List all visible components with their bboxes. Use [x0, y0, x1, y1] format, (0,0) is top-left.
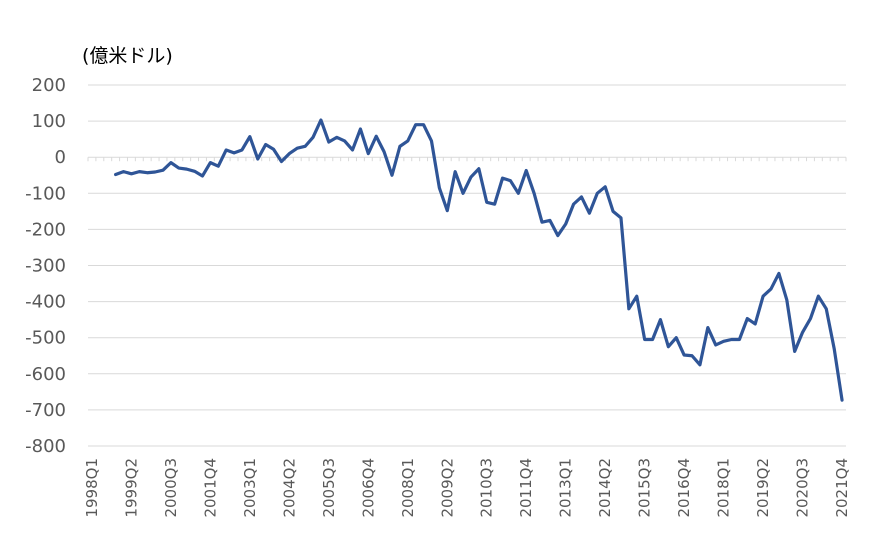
- y-tick-label: -600: [25, 364, 66, 385]
- x-tick-label: 2018Q1: [715, 458, 733, 518]
- x-tick-label: 2000Q3: [162, 458, 180, 518]
- y-tick-label: 0: [55, 147, 66, 168]
- x-tick-label: 2005Q3: [320, 458, 338, 518]
- y-tick-label: 200: [32, 75, 66, 96]
- y-tick-label: -200: [25, 219, 66, 240]
- y-tick-label: -500: [25, 328, 66, 349]
- x-tick-label: 2003Q1: [241, 458, 259, 518]
- y-axis-tick-labels: 200 100 0 -100 -200 -300 -400 -500 -600 -700 -800: [25, 75, 66, 457]
- y-axis-unit-label: (億米ドル): [82, 45, 173, 67]
- x-tick-label: 2001Q4: [201, 458, 219, 518]
- y-tick-label: -300: [25, 256, 66, 277]
- x-tick-label: 2020Q3: [794, 458, 812, 518]
- y-tick-label: -100: [25, 183, 66, 204]
- x-tick-label: 1999Q2: [122, 458, 140, 518]
- x-tick-label: 2019Q2: [754, 458, 772, 518]
- x-tick-label: 1998Q1: [83, 458, 101, 518]
- x-tick-label: 2009Q2: [438, 458, 456, 518]
- series-layer: [114, 118, 844, 402]
- x-tick-label: 2013Q1: [557, 458, 575, 518]
- x-tick-label: 2006Q4: [359, 458, 377, 518]
- x-tick-label: 2011Q4: [517, 458, 535, 518]
- x-tick-label: 2021Q4: [833, 458, 851, 518]
- x-tick-label: 2010Q3: [478, 458, 496, 518]
- y-tick-label: -800: [25, 436, 66, 457]
- x-tick-label: 2014Q2: [596, 458, 614, 518]
- series-line: [114, 118, 844, 402]
- gridlines: [87, 84, 847, 447]
- x-tick-label: 2004Q2: [280, 458, 298, 518]
- x-tick-label: 2008Q1: [399, 458, 417, 518]
- x-axis-tick-labels: 1998Q1 1999Q2 2000Q3 2001Q4 2003Q1 2004Q2 2005…: [83, 458, 851, 518]
- x-tick-label: 2015Q3: [636, 458, 654, 518]
- y-tick-label: -700: [25, 400, 66, 421]
- y-tick-label: 100: [32, 111, 66, 132]
- y-tick-label: -400: [25, 292, 66, 313]
- x-tick-label: 2016Q4: [675, 458, 693, 518]
